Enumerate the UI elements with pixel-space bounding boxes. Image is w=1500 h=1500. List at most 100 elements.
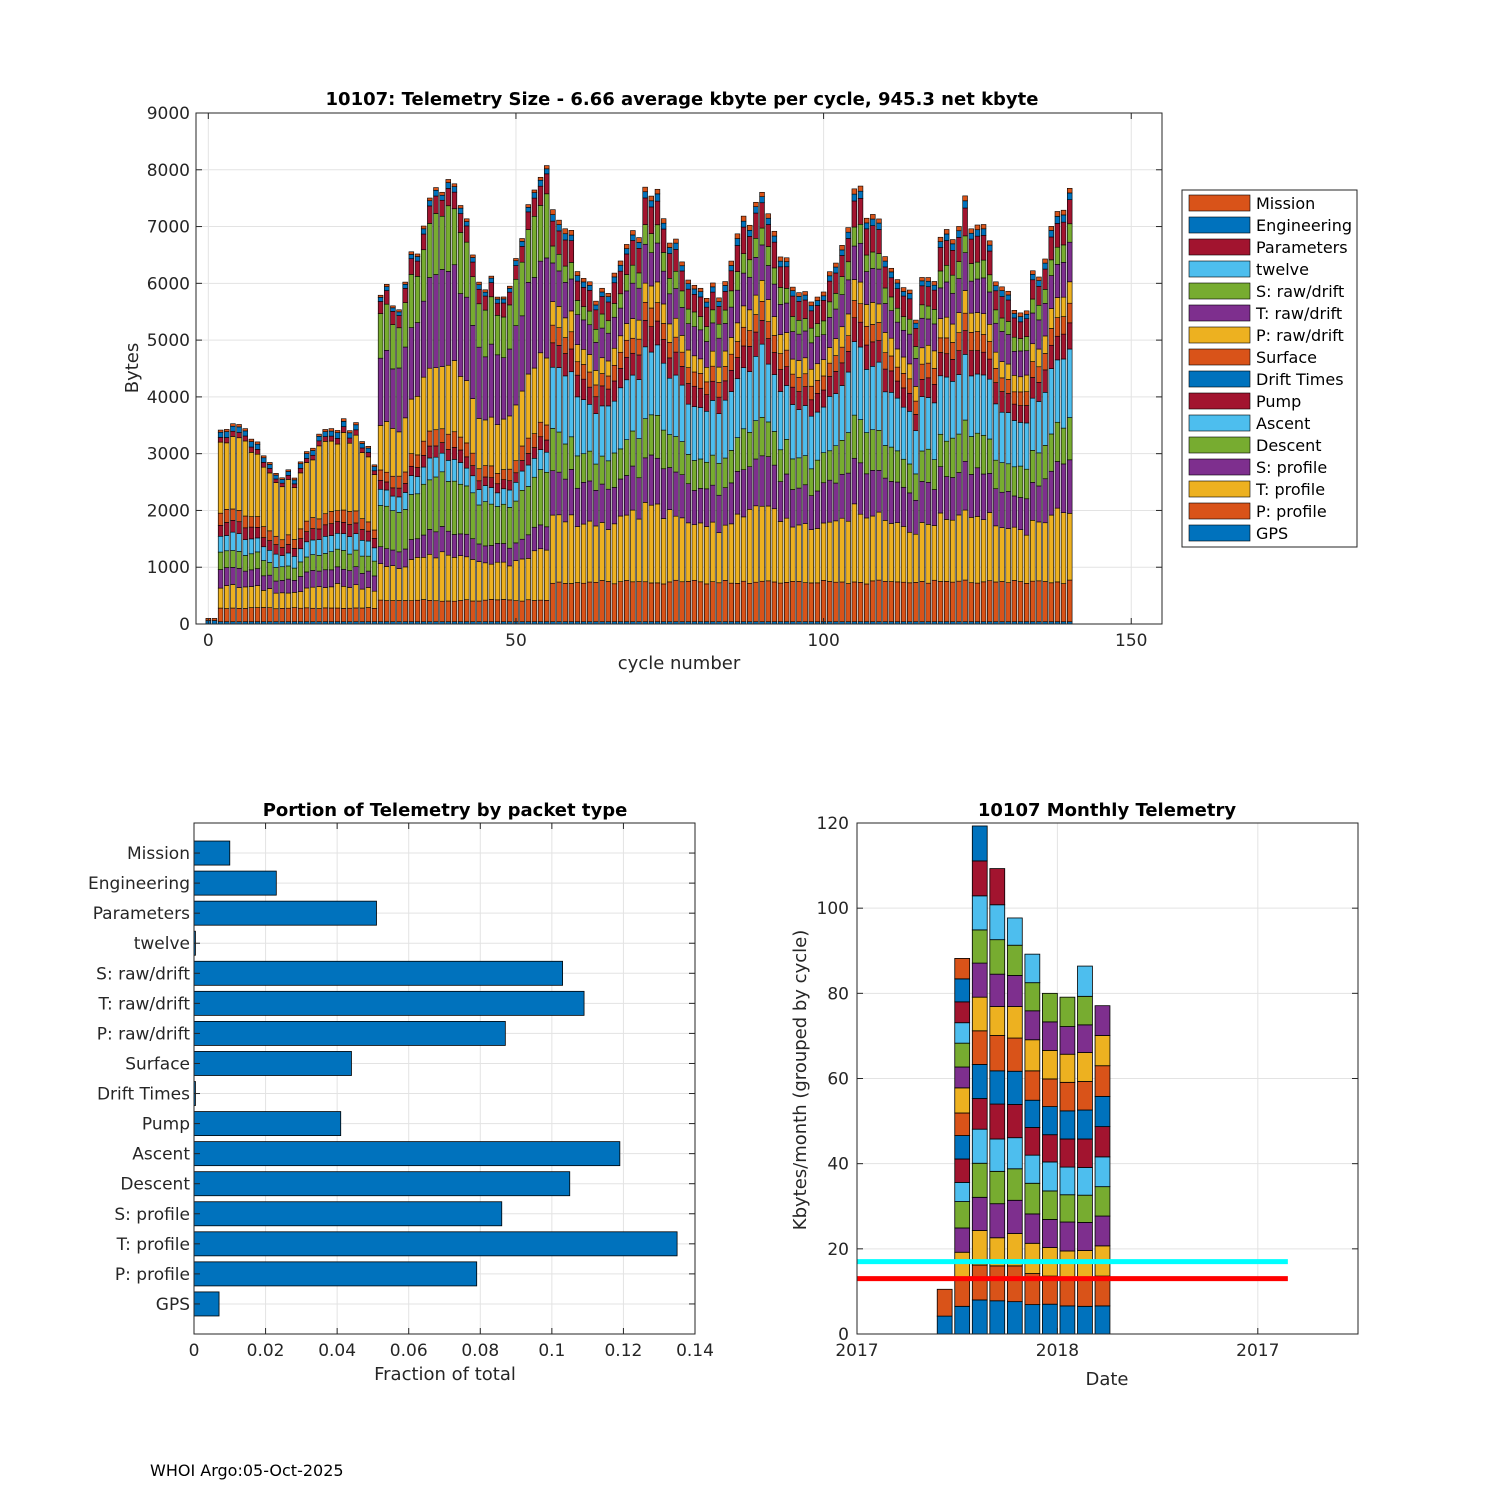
bar-segment-s--profile <box>242 570 248 588</box>
bar-segment-engineering <box>470 257 476 263</box>
bar-segment-p--raw-drift <box>1060 296 1067 317</box>
bar-segment-p--profile <box>894 581 901 623</box>
bar-segment-ascent <box>273 553 279 568</box>
cycle-bar-130 <box>1005 290 1011 625</box>
bar-segment-surface <box>457 436 464 451</box>
bar-segment-s--raw-drift <box>464 241 470 298</box>
bar-segment-pump <box>968 350 974 377</box>
bar-segment-s--profile <box>962 460 968 511</box>
bar-segment-s--profile <box>297 576 304 593</box>
cycle-bar-67 <box>617 260 624 625</box>
bar-segment-s--raw-drift <box>697 316 704 331</box>
bar-segment-s--profile <box>420 534 427 558</box>
bar-segment-p--raw-drift <box>1030 343 1036 362</box>
bar-segment-engineering <box>759 196 765 204</box>
cycle-bar-108 <box>870 214 876 625</box>
bar-segment-s--raw-drift <box>667 278 673 295</box>
cycle-bar-35 <box>420 225 427 625</box>
category-label: twelve <box>134 934 190 954</box>
bar-segment-ascent <box>291 556 298 569</box>
bar-segment-surface <box>254 516 261 528</box>
bar-segment-p--profile <box>796 581 802 623</box>
bar-segment-descent <box>377 505 384 547</box>
cycle-bar-136 <box>1042 258 1048 625</box>
bar-segment-parameters <box>340 426 347 433</box>
bar-segment-surface <box>673 336 679 353</box>
bar-segment-p--profile <box>550 582 556 623</box>
bar-segment-parameters <box>660 228 667 253</box>
bar-segment-ascent <box>359 540 365 557</box>
bar-segment-s--profile <box>882 477 888 521</box>
bar-segment-p--raw-drift <box>537 352 544 423</box>
bar-segment-mission <box>340 418 347 422</box>
bar-segment-descent <box>519 489 525 540</box>
bar-segment-pump <box>451 447 458 460</box>
bar-segment-s--profile <box>648 454 655 506</box>
bar-segment-mission <box>882 256 888 262</box>
bar-segment-ascent <box>562 375 568 445</box>
bar-segment-surface <box>962 312 968 331</box>
bar-segment-p--raw-drift <box>845 313 851 336</box>
bar-segment-descent <box>716 462 722 496</box>
bar-segment-t--profile <box>845 520 851 584</box>
month-bar-segment <box>954 1087 971 1114</box>
bar-segment-p--profile <box>888 581 894 623</box>
bar-segment-pump <box>913 414 919 432</box>
bar-segment-pump <box>1030 377 1036 399</box>
bar-segment-pump <box>507 480 513 491</box>
legend-label: Ascent <box>1256 414 1310 433</box>
bar-segment-t--raw-drift <box>956 278 962 313</box>
bar-segment-surface <box>224 509 230 523</box>
bar-segment-surface <box>900 373 907 389</box>
bar-segment-pump <box>427 445 433 459</box>
bar-segment-engineering <box>1036 280 1042 287</box>
bar-segment-s--raw-drift <box>433 213 439 275</box>
legend-swatch <box>1188 238 1251 256</box>
bar-segment-descent <box>1067 417 1073 461</box>
bar-segment-p--raw-drift <box>943 316 950 339</box>
bar-segment-t--profile <box>580 523 587 584</box>
month-bar-segment <box>989 1006 1006 1036</box>
bar-segment-s--profile <box>537 524 544 550</box>
bar-segment-p--profile <box>679 581 685 623</box>
bar-segment-p--profile <box>605 581 611 623</box>
bar-segment-surface <box>827 362 833 377</box>
cycle-bar-11 <box>273 473 279 625</box>
bar-segment-p--profile <box>697 581 704 623</box>
bar-segment-descent <box>408 494 415 540</box>
bar-segment-p--profile <box>402 600 408 623</box>
bar-segment-descent <box>710 454 716 486</box>
bar-segment-pump <box>408 465 415 476</box>
bar-segment-p--profile <box>642 581 648 623</box>
bar-segment-p--raw-drift <box>304 462 310 522</box>
bar-segment-s--profile <box>968 474 974 518</box>
bar-segment-t--raw-drift <box>845 279 851 315</box>
bar-segment-s--profile <box>550 470 556 516</box>
bar-segment-mission <box>328 428 335 432</box>
bar-segment-s--profile <box>217 569 224 589</box>
bar-segment-surface <box>814 380 821 394</box>
bar-segment-p--profile <box>390 600 396 623</box>
bar-segment-p--raw-drift <box>574 344 581 363</box>
cycle-bar-19 <box>322 429 328 625</box>
bar-segment-surface <box>968 332 974 351</box>
bar-segment-pump <box>260 537 267 548</box>
bar-segment-t--profile <box>464 556 470 601</box>
cycle-bar-46 <box>488 275 495 625</box>
bar-segment-p--raw-drift <box>974 312 981 332</box>
bar-segment-descent <box>796 457 802 489</box>
legend-swatch <box>1188 414 1251 432</box>
bar-segment-surface <box>950 342 956 360</box>
bar-segment-p--profile <box>913 582 919 623</box>
bar-segment-ascent <box>703 410 710 463</box>
bar-segment-t--profile <box>722 524 728 581</box>
bar-segment-surface <box>1067 302 1073 324</box>
bar-segment-pump <box>390 487 396 497</box>
bar-segment-p--profile <box>322 607 328 623</box>
bar-segment-p--profile <box>630 581 636 623</box>
x-tick-label: 2017 <box>1236 1341 1279 1361</box>
bar-segment-ascent <box>531 458 538 478</box>
x-tick-label: 0.14 <box>676 1341 714 1361</box>
bar-segment-surface <box>1042 353 1048 371</box>
